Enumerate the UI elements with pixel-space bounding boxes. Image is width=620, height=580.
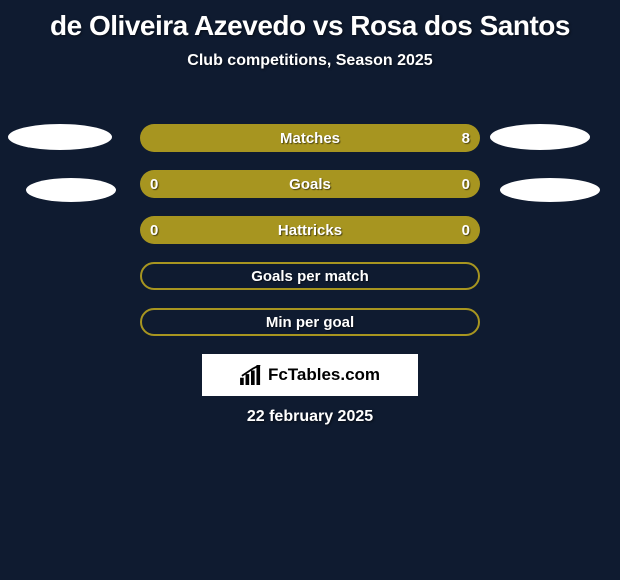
comparison-card: de Oliveira Azevedo vs Rosa dos Santos C… — [0, 0, 620, 580]
avatar-right-top — [490, 124, 590, 150]
page-subtitle: Club competitions, Season 2025 — [0, 52, 620, 70]
attribution-badge: FcTables.com — [202, 354, 418, 396]
attribution-text: FcTables.com — [268, 365, 380, 385]
avatar-left-top — [8, 124, 112, 150]
snapshot-date: 22 february 2025 — [0, 408, 620, 426]
stat-value-right: 0 — [462, 216, 470, 244]
stat-label: Hattricks — [140, 216, 480, 244]
stat-value-left: 0 — [150, 216, 158, 244]
stat-rows: Matches8Goals00Hattricks00Goals per matc… — [140, 124, 480, 354]
stat-row: Goals0 0 — [140, 170, 480, 198]
stat-label: Min per goal — [142, 310, 478, 334]
stat-value-right: 0 — [462, 170, 470, 198]
stat-label: Matches — [140, 124, 480, 152]
page-title: de Oliveira Azevedo vs Rosa dos Santos — [0, 0, 620, 42]
stat-row: Hattricks0 0 — [140, 216, 480, 244]
avatar-right-bot — [500, 178, 600, 202]
stat-row: Min per goal — [140, 308, 480, 336]
stat-row: Matches8 — [140, 124, 480, 152]
avatar-left-bot — [26, 178, 116, 202]
stat-label: Goals — [140, 170, 480, 198]
stat-row: Goals per match — [140, 262, 480, 290]
stat-value-left: 0 — [150, 170, 158, 198]
barchart-icon — [240, 365, 262, 385]
stat-value-right: 8 — [462, 124, 470, 152]
stat-label: Goals per match — [142, 264, 478, 288]
